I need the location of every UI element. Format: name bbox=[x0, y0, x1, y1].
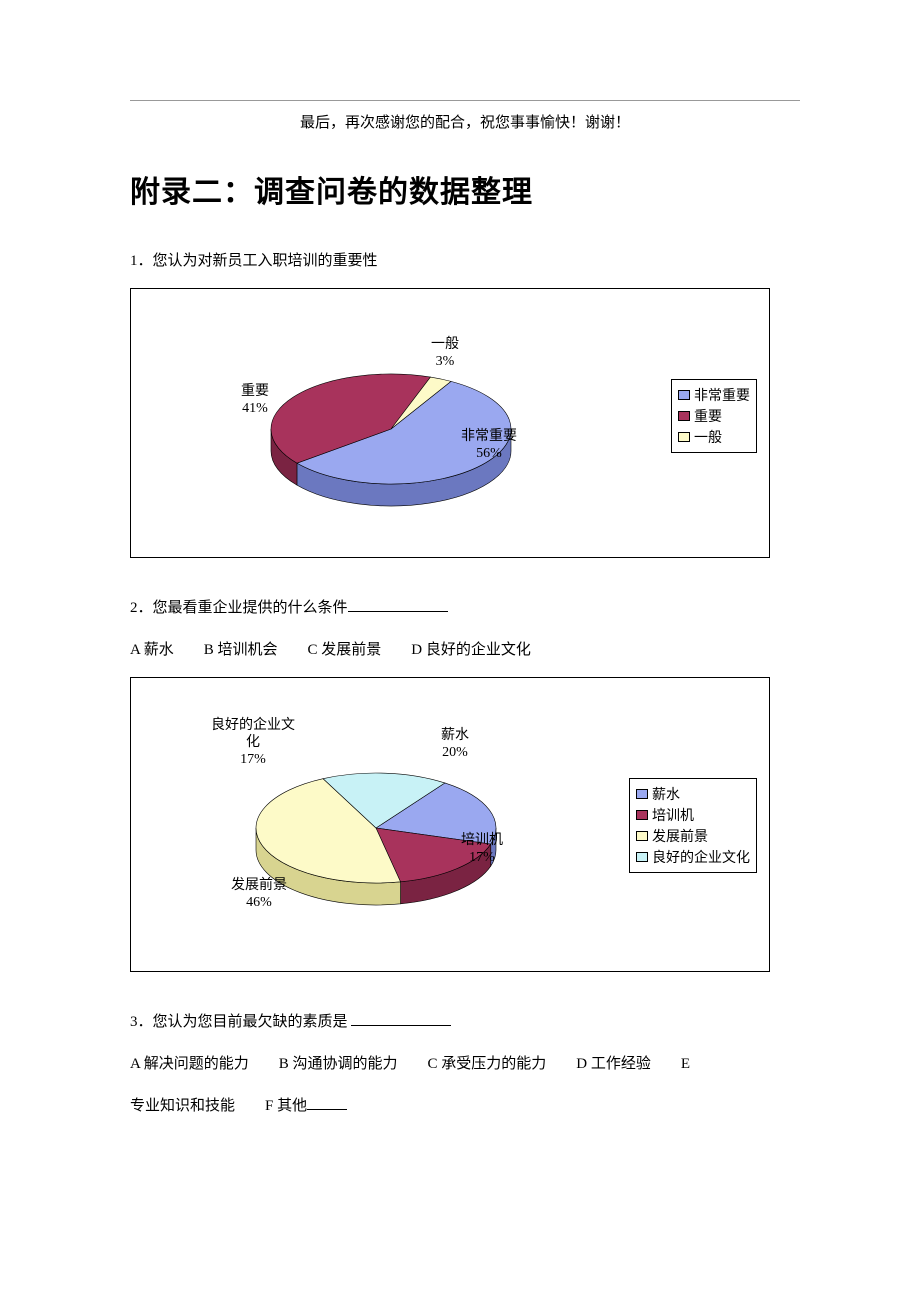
legend-swatch bbox=[636, 831, 648, 841]
q2-text-prefix: 2．您最看重企业提供的什么条件 bbox=[130, 600, 348, 616]
q1-pie-chart: 非常重要重要一般非常重要56%重要41%一般3% bbox=[130, 288, 770, 558]
legend-swatch bbox=[636, 789, 648, 799]
slice-label: 培训机17% bbox=[461, 833, 503, 867]
legend-item: 薪水 bbox=[636, 784, 750, 804]
legend-item: 发展前景 bbox=[636, 826, 750, 846]
legend-swatch bbox=[636, 810, 648, 820]
legend-label: 培训机 bbox=[652, 805, 694, 825]
q3-text-prefix: 3．您认为您目前最欠缺的素质是 bbox=[130, 1014, 351, 1030]
slice-label: 良好的企业文化17% bbox=[211, 718, 295, 768]
slice-label: 薪水20% bbox=[441, 728, 469, 762]
legend-label: 重要 bbox=[694, 406, 722, 426]
legend-label: 良好的企业文化 bbox=[652, 847, 750, 867]
legend-label: 非常重要 bbox=[694, 385, 750, 405]
appendix-heading: 附录二：调查问卷的数据整理 bbox=[130, 167, 800, 211]
q2-blank bbox=[348, 611, 448, 612]
q2-pie-chart: 薪水培训机发展前景良好的企业文化 薪水20% 培训机17% 发展前景46% 良好的企业文… bbox=[130, 677, 770, 972]
slice-label: 非常重要56% bbox=[461, 429, 517, 463]
chart-legend: 非常重要重要一般 bbox=[671, 379, 757, 453]
legend-swatch bbox=[678, 432, 690, 442]
legend-label: 一般 bbox=[694, 427, 722, 447]
slice-label: 一般3% bbox=[431, 337, 459, 371]
legend-item: 培训机 bbox=[636, 805, 750, 825]
closing-line: 最后，再次感谢您的配合，祝您事事愉快！谢谢！ bbox=[130, 111, 800, 132]
legend-swatch bbox=[636, 852, 648, 862]
slice-label: 发展前景46% bbox=[231, 878, 287, 912]
legend-label: 薪水 bbox=[652, 784, 680, 804]
legend-item: 非常重要 bbox=[678, 385, 750, 405]
q3-other-blank bbox=[307, 1109, 347, 1110]
legend-item: 一般 bbox=[678, 427, 750, 447]
q3-options-line2: 专业知识和技能 F 其他 bbox=[130, 1091, 800, 1121]
legend-item: 重要 bbox=[678, 406, 750, 426]
slice-label: 重要41% bbox=[241, 384, 269, 418]
q2-text: 2．您最看重企业提供的什么条件 bbox=[130, 593, 800, 623]
legend-swatch bbox=[678, 411, 690, 421]
legend-label: 发展前景 bbox=[652, 826, 708, 846]
q2-options: A 薪水 B 培训机会 C 发展前景 D 良好的企业文化 bbox=[130, 635, 800, 665]
q3-options-line2-prefix: 专业知识和技能 F 其他 bbox=[130, 1098, 307, 1114]
q3-blank bbox=[351, 1025, 451, 1026]
legend-swatch bbox=[678, 390, 690, 400]
chart-legend: 薪水培训机发展前景良好的企业文化 bbox=[629, 778, 757, 873]
q3-options-line1: A 解决问题的能力 B 沟通协调的能力 C 承受压力的能力 D 工作经验 E bbox=[130, 1049, 800, 1079]
page-top-rule bbox=[130, 100, 800, 101]
legend-item: 良好的企业文化 bbox=[636, 847, 750, 867]
q1-text: 1．您认为对新员工入职培训的重要性 bbox=[130, 246, 800, 276]
q3-text: 3．您认为您目前最欠缺的素质是 bbox=[130, 1007, 800, 1037]
